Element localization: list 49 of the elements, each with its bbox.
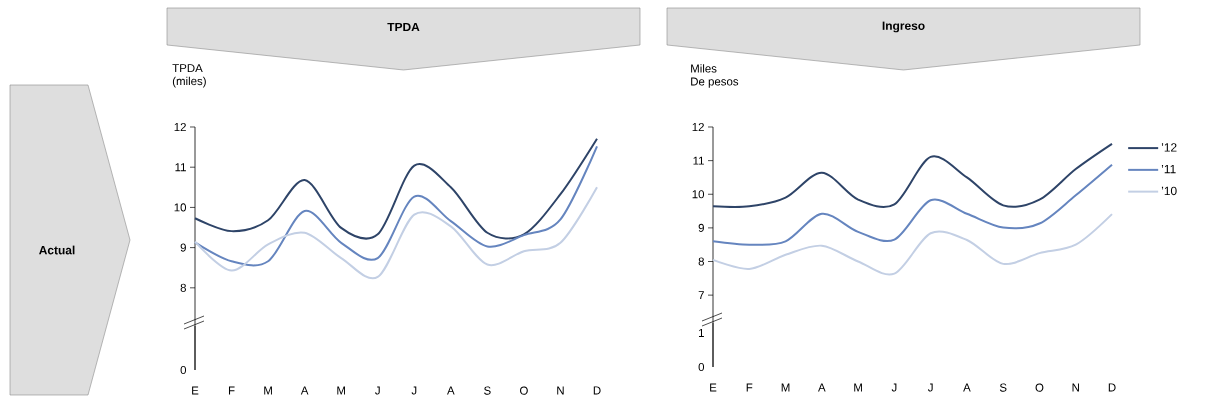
line-series — [712, 163, 1114, 246]
x-tick-label: J — [927, 383, 933, 392]
x-tick-label: F — [228, 386, 235, 395]
line-series — [712, 213, 1114, 276]
y-tick-label: 8 — [180, 283, 186, 292]
x-tick-label: A — [963, 383, 971, 392]
x-tick-label: M — [781, 383, 790, 392]
y-tick-label: 8 — [698, 257, 704, 266]
y-tick-label: 10 — [692, 190, 705, 199]
x-tick-label: O — [1035, 383, 1044, 392]
y-axis-title: Miles De pesos — [691, 64, 739, 88]
x-tick-label: J — [411, 386, 417, 395]
x-tick-label: M — [337, 386, 346, 395]
x-tick-label: N — [557, 386, 564, 395]
y-tick-label: 7 — [698, 291, 704, 300]
annotation: 0 — [180, 365, 187, 375]
x-tick-label: J — [375, 386, 380, 395]
x-tick-label: D — [1108, 383, 1116, 392]
y-tick-label: 9 — [180, 243, 186, 252]
x-tick-label: S — [484, 386, 491, 395]
x-tick-label: D — [593, 386, 601, 395]
annotation: 1 — [698, 329, 704, 337]
y-tick-label: 11 — [175, 163, 186, 172]
x-tick-label: A — [818, 383, 826, 392]
annotation: 0 — [698, 362, 705, 372]
x-tick-label: M — [264, 386, 272, 395]
text: Actual — [39, 245, 75, 255]
y-axis-title: TPDA (miles) — [172, 64, 206, 88]
y-tick-label: 12 — [692, 122, 704, 131]
legend-label: ’10 — [1161, 186, 1177, 196]
x-tick-label: J — [891, 383, 897, 392]
line-series — [712, 142, 1114, 209]
x-tick-label: N — [1072, 383, 1079, 392]
y-tick-label: 9 — [698, 223, 704, 232]
x-tick-label: A — [447, 386, 455, 395]
x-tick-label: E — [192, 386, 199, 395]
chart-title: Ingreso — [882, 21, 925, 33]
y-tick-label: 10 — [174, 203, 187, 212]
legend-label: ’12 — [1161, 143, 1177, 152]
x-tick-label: S — [999, 383, 1007, 392]
y-tick-label: 12 — [174, 122, 186, 131]
x-tick-label: O — [520, 386, 528, 395]
legend-label: ’11 — [1161, 165, 1176, 174]
x-tick-label: F — [746, 383, 753, 392]
chart-title: TPDA — [387, 22, 420, 32]
x-tick-label: M — [854, 383, 862, 392]
x-tick-label: E — [710, 383, 717, 392]
x-tick-label: A — [300, 386, 309, 395]
y-tick-label: 11 — [693, 156, 704, 165]
